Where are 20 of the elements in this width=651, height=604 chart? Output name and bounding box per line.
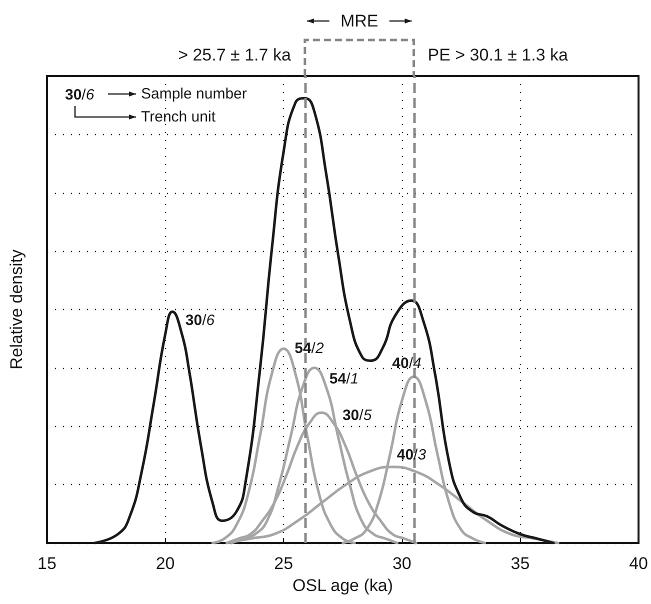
annotation: 30/6 [185, 312, 216, 330]
x-tick-label: 40 [629, 554, 648, 573]
series-label: 54/1 [329, 370, 359, 388]
annotation: 30/6 [65, 86, 95, 104]
series-label: 54/2 [294, 340, 324, 358]
x-tick-label: 30 [392, 554, 412, 573]
series-label: 30/5 [342, 407, 372, 424]
x-tick-label: 20 [156, 554, 175, 573]
x-axis-title: OSL age (ka) [292, 576, 394, 595]
series-label: 40/3 [396, 446, 427, 464]
annotation: Sample number [141, 86, 247, 102]
x-tick-label: 25 [274, 554, 294, 573]
text: > 25.7 ± 1.7 ka [178, 46, 292, 64]
annotation: Trench unit [141, 108, 216, 126]
x-tick-label: 35 [510, 554, 530, 573]
series-label: 40/4 [392, 355, 422, 372]
text: PE > 30.1 ± 1.3 ka [428, 46, 569, 64]
x-tick-label: 15 [38, 554, 56, 573]
y-axis-title: Relative density [7, 249, 26, 370]
text: MRE [340, 12, 378, 30]
